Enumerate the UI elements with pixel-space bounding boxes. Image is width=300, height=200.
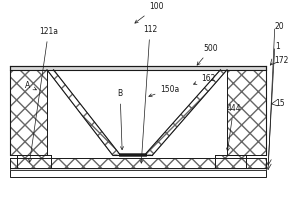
Text: 100: 100 <box>135 2 163 23</box>
Text: 112: 112 <box>140 25 157 163</box>
Bar <box>10 66 266 70</box>
Bar <box>10 158 266 168</box>
Text: 15: 15 <box>275 99 284 108</box>
Text: 121a: 121a <box>28 27 58 162</box>
Text: 1: 1 <box>275 42 280 51</box>
Text: 20: 20 <box>275 22 284 31</box>
Bar <box>119 153 146 156</box>
Text: 150a: 150a <box>149 85 180 97</box>
Text: 444: 444 <box>226 104 241 151</box>
Text: 172: 172 <box>274 56 288 65</box>
Text: 162: 162 <box>194 74 215 84</box>
Bar <box>10 70 47 155</box>
Bar <box>10 170 266 177</box>
Bar <box>17 155 52 168</box>
Text: 500: 500 <box>197 44 218 65</box>
Polygon shape <box>47 70 119 155</box>
Polygon shape <box>146 70 227 155</box>
Bar <box>227 70 266 155</box>
Text: A: A <box>25 81 36 90</box>
Bar <box>10 168 266 170</box>
Bar <box>215 155 247 168</box>
Text: B: B <box>118 89 124 150</box>
